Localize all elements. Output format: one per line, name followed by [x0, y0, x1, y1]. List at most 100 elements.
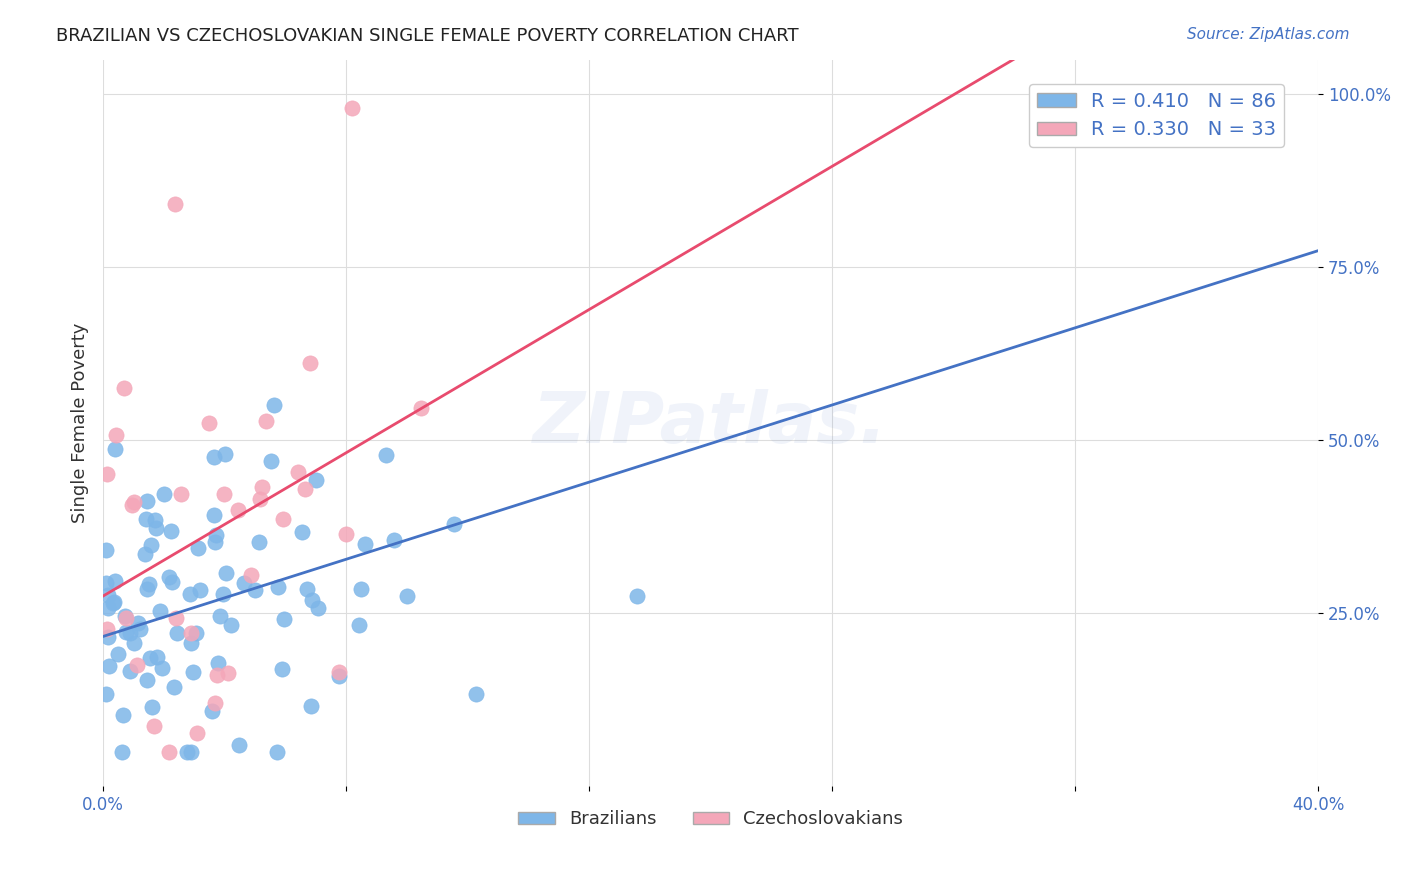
Brazilians — [187, 541, 209, 556]
Czechoslovakians — [217, 665, 239, 680]
Czechoslovakians — [294, 482, 316, 496]
Brazilians — [211, 587, 233, 601]
Brazilians — [135, 582, 157, 596]
Text: BRAZILIAN VS CZECHOSLOVAKIAN SINGLE FEMALE POVERTY CORRELATION CHART: BRAZILIAN VS CZECHOSLOVAKIAN SINGLE FEMA… — [56, 27, 799, 45]
Czechoslovakians — [287, 465, 309, 479]
Czechoslovakians — [165, 196, 187, 211]
Brazilians — [114, 609, 136, 624]
Brazilians — [104, 574, 127, 588]
Czechoslovakians — [240, 567, 263, 582]
Czechoslovakians — [198, 417, 221, 431]
Brazilians — [152, 487, 174, 501]
Brazilians — [104, 442, 127, 457]
Brazilians — [146, 650, 169, 665]
Brazilians — [166, 625, 188, 640]
Brazilians — [179, 587, 201, 601]
Brazilians — [207, 656, 229, 670]
Brazilians — [626, 589, 648, 603]
Brazilians — [160, 524, 183, 539]
Czechoslovakians — [96, 467, 118, 481]
Brazilians — [328, 669, 350, 683]
Brazilians — [111, 745, 134, 759]
Brazilians — [135, 673, 157, 687]
Brazilians — [162, 574, 184, 589]
Brazilians — [307, 601, 329, 615]
Brazilians — [267, 580, 290, 594]
Brazilians — [118, 625, 141, 640]
Czechoslovakians — [142, 718, 165, 732]
Czechoslovakians — [96, 622, 118, 636]
Brazilians — [181, 665, 204, 679]
Brazilians — [228, 738, 250, 752]
Brazilians — [301, 593, 323, 607]
Czechoslovakians — [204, 696, 226, 710]
Brazilians — [97, 630, 120, 644]
Text: ZIPatlas.: ZIPatlas. — [533, 389, 889, 458]
Brazilians — [145, 520, 167, 534]
Brazilians — [247, 535, 270, 549]
Brazilians — [443, 517, 465, 532]
Czechoslovakians — [250, 480, 273, 494]
Brazilians — [141, 700, 163, 714]
Czechoslovakians — [180, 626, 202, 640]
Brazilians — [122, 636, 145, 650]
Brazilians — [176, 745, 198, 759]
Brazilians — [134, 547, 156, 561]
Brazilians — [305, 474, 328, 488]
Brazilians — [149, 604, 172, 618]
Czechoslovakians — [121, 499, 143, 513]
Brazilians — [232, 576, 254, 591]
Brazilians — [200, 704, 222, 718]
Brazilians — [103, 596, 125, 610]
Brazilians — [266, 745, 288, 759]
Czechoslovakians — [299, 356, 322, 370]
Brazilians — [139, 651, 162, 665]
Brazilians — [202, 450, 225, 464]
Czechoslovakians — [328, 665, 350, 680]
Czechoslovakians — [342, 101, 364, 115]
Brazilians — [214, 447, 236, 461]
Brazilians — [263, 398, 285, 412]
Brazilians — [103, 594, 125, 608]
Brazilians — [139, 538, 162, 552]
Brazilians — [138, 577, 160, 591]
Brazilians — [382, 533, 405, 548]
Brazilians — [215, 566, 238, 580]
Brazilians — [347, 618, 370, 632]
Brazilians — [464, 687, 486, 701]
Y-axis label: Single Female Poverty: Single Female Poverty — [72, 323, 89, 524]
Czechoslovakians — [249, 492, 271, 507]
Brazilians — [202, 508, 225, 522]
Brazilians — [260, 453, 283, 467]
Brazilians — [291, 524, 314, 539]
Czechoslovakians — [125, 657, 148, 672]
Brazilians — [135, 512, 157, 526]
Brazilians — [96, 687, 118, 701]
Czechoslovakians — [226, 503, 249, 517]
Brazilians — [136, 494, 159, 508]
Czechoslovakians — [112, 381, 135, 395]
Brazilians — [157, 569, 180, 583]
Czechoslovakians — [157, 745, 180, 759]
Legend: Brazilians, Czechoslovakians: Brazilians, Czechoslovakians — [512, 803, 910, 836]
Brazilians — [205, 528, 228, 542]
Brazilians — [107, 647, 129, 661]
Czechoslovakians — [254, 414, 277, 428]
Brazilians — [353, 536, 375, 550]
Brazilians — [273, 612, 295, 626]
Brazilians — [375, 448, 398, 462]
Brazilians — [204, 535, 226, 549]
Brazilians — [295, 582, 318, 596]
Czechoslovakians — [115, 611, 138, 625]
Brazilians — [188, 582, 211, 597]
Brazilians — [143, 513, 166, 527]
Brazilians — [114, 625, 136, 640]
Brazilians — [120, 664, 142, 678]
Czechoslovakians — [212, 487, 235, 501]
Czechoslovakians — [186, 725, 208, 739]
Brazilians — [395, 589, 418, 603]
Brazilians — [127, 616, 149, 631]
Brazilians — [96, 576, 118, 591]
Brazilians — [180, 636, 202, 650]
Brazilians — [96, 542, 118, 557]
